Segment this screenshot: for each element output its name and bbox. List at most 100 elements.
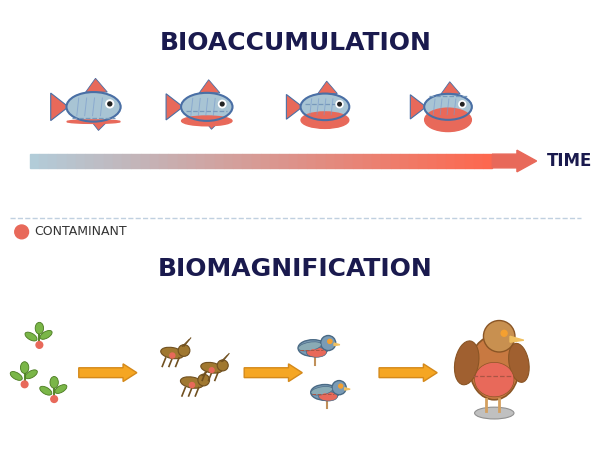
Bar [381,154,391,168]
Ellipse shape [182,116,232,126]
Bar [76,154,85,168]
Bar [418,154,428,168]
Ellipse shape [311,387,332,395]
Ellipse shape [161,347,184,359]
Ellipse shape [201,362,223,373]
FancyArrow shape [79,364,137,382]
Bar [67,154,76,168]
Circle shape [461,103,464,106]
Bar [94,154,104,168]
Bar [131,154,140,168]
Polygon shape [86,78,107,92]
Bar [224,154,233,168]
Circle shape [178,345,190,356]
Ellipse shape [475,362,514,397]
Circle shape [108,102,112,106]
Circle shape [484,320,515,352]
Bar [400,154,409,168]
Circle shape [36,342,43,348]
FancyArrow shape [244,364,302,382]
Ellipse shape [40,330,52,339]
Bar [372,154,381,168]
Ellipse shape [67,92,121,122]
Bar [215,154,224,168]
Bar [335,154,344,168]
Bar [205,154,215,168]
Polygon shape [286,94,302,119]
Circle shape [336,101,343,108]
Bar [391,154,400,168]
Bar [474,154,483,168]
Bar [344,154,353,168]
Bar [242,154,251,168]
Bar [169,154,178,168]
Bar [437,154,446,168]
Circle shape [218,100,226,108]
Bar [353,154,363,168]
Bar [150,154,159,168]
Circle shape [323,394,327,399]
Bar [483,154,493,168]
Bar [187,154,196,168]
Circle shape [501,330,507,336]
Bar [307,154,316,168]
Bar [409,154,418,168]
Polygon shape [205,121,220,129]
Circle shape [220,102,224,106]
Ellipse shape [311,384,339,400]
Circle shape [51,396,58,402]
Ellipse shape [509,343,529,382]
FancyArrow shape [379,364,437,382]
Bar [280,154,289,168]
Polygon shape [323,120,337,128]
Ellipse shape [307,347,326,357]
Bar [464,154,474,168]
Bar [196,154,205,168]
Ellipse shape [298,340,328,356]
Bar [363,154,372,168]
Ellipse shape [20,362,29,374]
Ellipse shape [301,112,349,128]
Ellipse shape [50,377,58,388]
Circle shape [15,225,29,239]
Polygon shape [410,94,426,119]
Text: BIOACCUMULATION: BIOACCUMULATION [160,31,431,55]
Ellipse shape [10,372,22,380]
Circle shape [320,336,336,351]
Ellipse shape [25,370,37,379]
FancyArrow shape [493,150,536,172]
Circle shape [106,100,114,108]
Bar [178,154,187,168]
Circle shape [209,368,214,373]
Circle shape [170,353,175,358]
Bar [298,154,307,168]
Bar [233,154,242,168]
Ellipse shape [55,385,67,393]
Ellipse shape [319,392,338,401]
Circle shape [198,374,209,386]
Polygon shape [92,122,107,130]
Polygon shape [334,343,340,346]
Text: BIOMAGNIFICATION: BIOMAGNIFICATION [158,257,433,282]
Bar [140,154,150,168]
Polygon shape [199,80,220,93]
Polygon shape [446,120,460,128]
Bar [316,154,326,168]
Circle shape [311,350,316,355]
Ellipse shape [181,377,203,388]
Ellipse shape [470,336,519,400]
Bar [455,154,464,168]
Polygon shape [166,94,183,120]
Bar [85,154,94,168]
Bar [122,154,131,168]
Bar [29,154,39,168]
Circle shape [21,381,28,387]
Bar [58,154,67,168]
Circle shape [459,101,466,108]
Circle shape [338,103,341,106]
Bar [289,154,298,168]
Bar [446,154,455,168]
Ellipse shape [424,94,472,120]
Polygon shape [51,93,68,121]
Ellipse shape [67,120,120,123]
